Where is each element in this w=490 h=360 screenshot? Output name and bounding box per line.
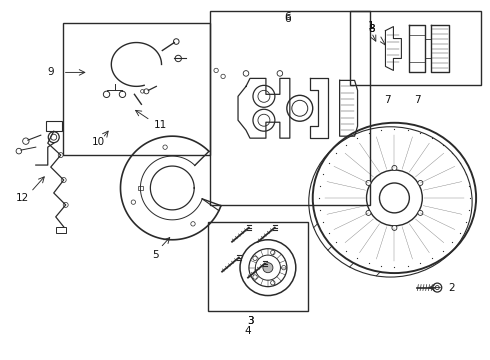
Circle shape xyxy=(366,180,371,185)
Circle shape xyxy=(282,265,286,270)
Text: 5: 5 xyxy=(152,250,159,260)
Circle shape xyxy=(392,166,397,170)
Circle shape xyxy=(131,200,136,204)
Circle shape xyxy=(366,211,371,215)
Bar xyxy=(56,227,66,233)
Text: 4: 4 xyxy=(245,327,251,336)
Bar xyxy=(138,186,143,190)
Circle shape xyxy=(418,211,423,215)
Text: 3: 3 xyxy=(246,316,253,327)
Text: 10: 10 xyxy=(92,137,105,147)
Text: 8: 8 xyxy=(368,24,375,33)
Text: 12: 12 xyxy=(16,193,29,203)
Circle shape xyxy=(270,280,275,285)
Text: 3: 3 xyxy=(246,316,253,327)
Text: 2: 2 xyxy=(448,283,455,293)
Circle shape xyxy=(392,225,397,230)
Circle shape xyxy=(263,263,273,273)
Bar xyxy=(349,11,481,85)
Bar xyxy=(210,11,369,205)
Text: 6: 6 xyxy=(285,12,291,22)
Circle shape xyxy=(270,250,275,255)
Bar xyxy=(208,222,308,311)
Text: 7: 7 xyxy=(384,95,391,105)
Circle shape xyxy=(191,222,195,226)
Text: 8: 8 xyxy=(368,24,375,33)
Circle shape xyxy=(253,275,257,279)
Bar xyxy=(46,121,62,131)
Circle shape xyxy=(163,145,167,149)
Circle shape xyxy=(253,256,257,261)
Text: 9: 9 xyxy=(48,67,54,77)
Bar xyxy=(63,23,210,155)
Text: 1: 1 xyxy=(368,21,375,31)
Circle shape xyxy=(418,180,423,185)
Text: 11: 11 xyxy=(154,120,167,130)
Text: 6: 6 xyxy=(285,14,291,24)
Text: 7: 7 xyxy=(414,95,420,105)
